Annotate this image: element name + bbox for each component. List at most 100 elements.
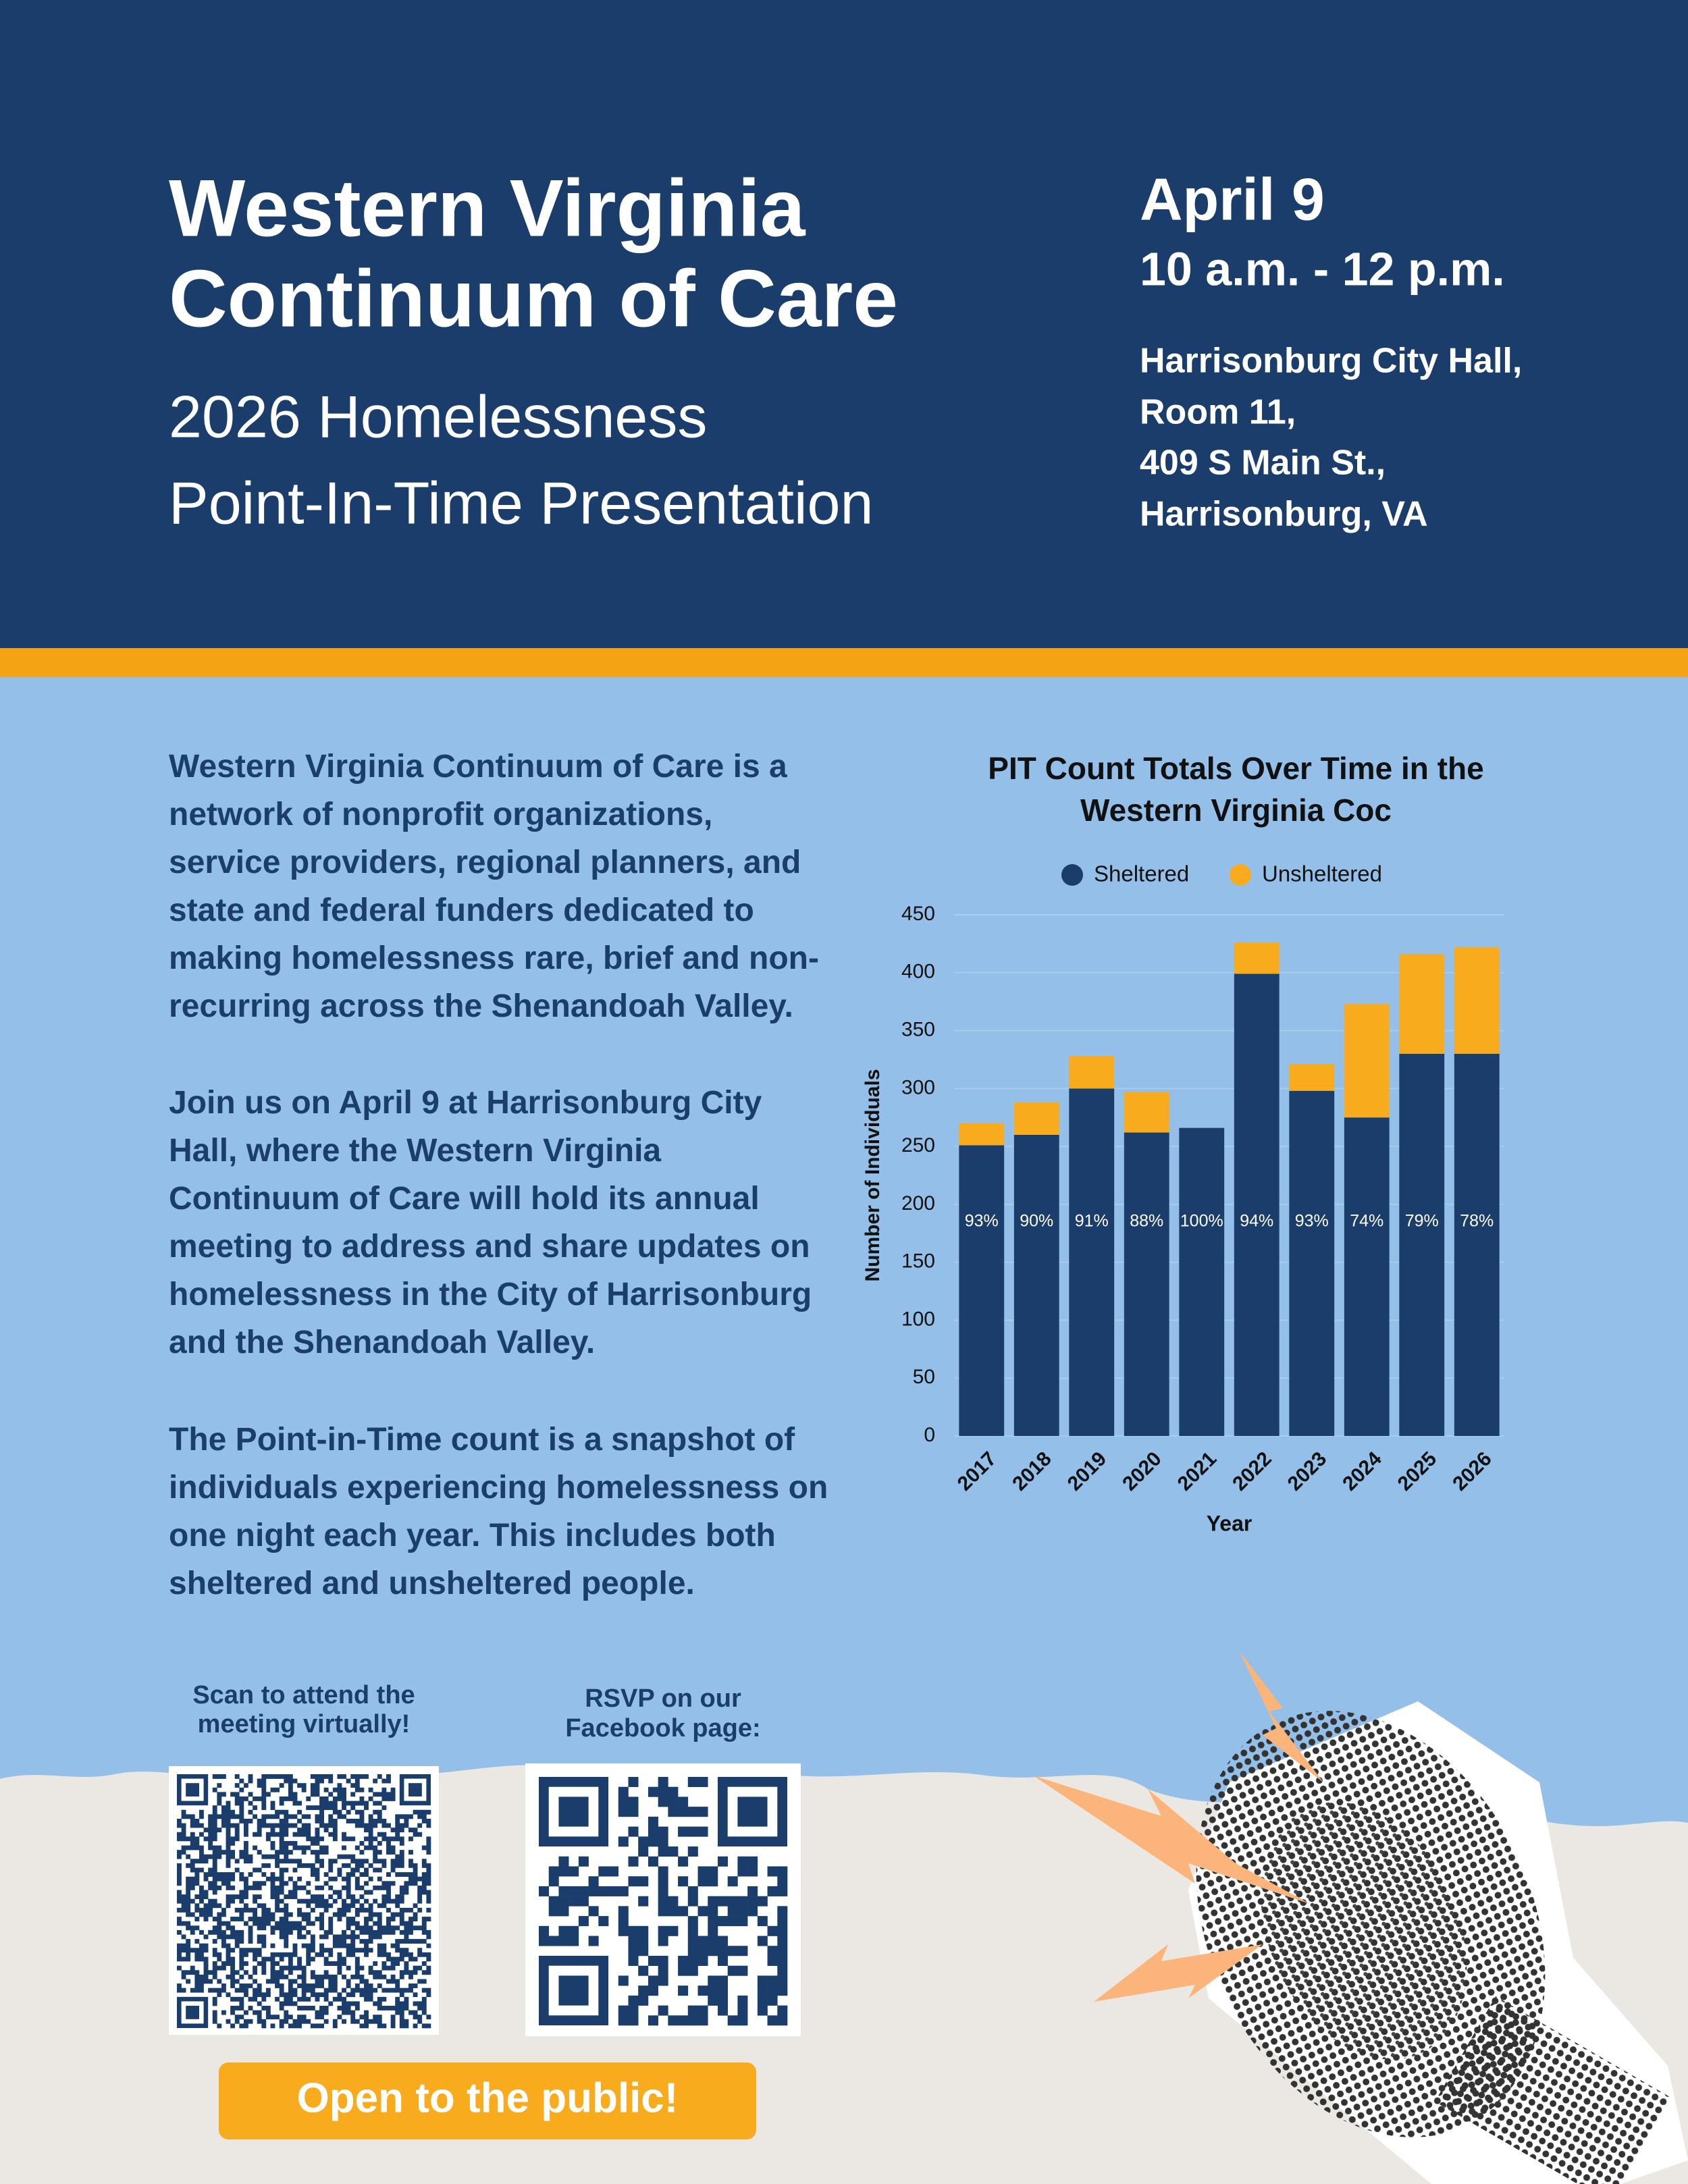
qr-module xyxy=(319,1912,324,1917)
qr-module xyxy=(177,1952,182,1957)
qr-module xyxy=(186,1890,191,1895)
qr-module xyxy=(306,1996,311,2002)
qr-module xyxy=(395,1979,400,1984)
qr-module xyxy=(381,1894,387,1900)
qr-module xyxy=(186,1836,191,1842)
qr-module xyxy=(253,1796,258,1801)
y-tick-label: 250 xyxy=(901,1134,935,1156)
qr-module xyxy=(239,1787,244,1792)
qr-module xyxy=(203,1917,209,1921)
qr-module xyxy=(261,1778,267,1784)
qr-module xyxy=(194,1859,200,1864)
qr-module xyxy=(243,1894,248,1900)
bar-segment xyxy=(1234,974,1280,1436)
qr-module xyxy=(301,1934,307,1940)
qr-module xyxy=(239,1917,244,1921)
qr-module xyxy=(377,1809,382,1815)
qr-module xyxy=(279,1828,284,1833)
qr-module xyxy=(284,2010,289,2015)
qr-module xyxy=(717,1936,728,1946)
qr-module xyxy=(261,1854,267,1859)
qr-module xyxy=(399,2023,404,2029)
qr-module xyxy=(190,1859,195,1864)
qr-module xyxy=(217,1783,222,1788)
qr-module xyxy=(373,1836,378,1842)
qr-module xyxy=(413,1992,418,1998)
bar-segment xyxy=(1124,1132,1169,1436)
qr-module xyxy=(186,1956,191,1962)
qr-module xyxy=(226,1881,231,1886)
qr-module xyxy=(386,1836,391,1842)
qr-module xyxy=(368,1983,373,1988)
qr-module xyxy=(292,1881,298,1886)
paragraph: Join us on April 9 at Harrisonburg City … xyxy=(169,1085,812,1360)
qr-module xyxy=(257,1988,262,1993)
y-tick-label: 300 xyxy=(901,1076,935,1098)
qr-module xyxy=(292,1890,298,1895)
qr-module xyxy=(323,1996,329,2002)
qr-module xyxy=(658,1786,668,1797)
qr-module xyxy=(364,1805,369,1811)
qr-module xyxy=(381,1929,387,1935)
qr-module xyxy=(208,1929,213,1935)
qr-module xyxy=(350,1783,356,1788)
qr-module xyxy=(261,1787,267,1792)
qr-module xyxy=(399,1885,404,1890)
qr-module xyxy=(408,1925,413,1931)
qr-module xyxy=(323,1970,329,1975)
qr-module xyxy=(413,1970,418,1975)
qr-module xyxy=(270,1814,275,1819)
qr-module xyxy=(687,2015,698,2026)
qr-module xyxy=(226,1840,231,1846)
qr-module xyxy=(319,1952,324,1957)
qr-module xyxy=(337,1809,342,1815)
qr-module xyxy=(270,1929,275,1935)
qr-module xyxy=(328,2001,334,2006)
qr-module xyxy=(234,1823,240,1828)
qr-module xyxy=(217,1992,222,1998)
qr-module xyxy=(323,2006,329,2010)
qr-module xyxy=(234,1943,240,1948)
qr-module xyxy=(373,1885,378,1890)
qr-module xyxy=(628,1796,639,1807)
qr-module xyxy=(194,1925,200,1931)
qr-module xyxy=(243,1828,248,1833)
qr-module xyxy=(638,1896,649,1907)
qr-module xyxy=(337,1894,342,1900)
qr-module xyxy=(377,1912,382,1917)
qr-module xyxy=(221,1983,226,1988)
qr-module xyxy=(181,1809,186,1815)
qr-module xyxy=(301,1828,307,1833)
qr-module xyxy=(243,1796,248,1801)
qr-module xyxy=(323,1872,329,1877)
qr-module xyxy=(239,1983,244,1988)
qr-module xyxy=(306,1836,311,1842)
qr-module xyxy=(323,1787,329,1792)
qr-module xyxy=(319,1921,324,1926)
qr-module xyxy=(199,1983,204,1988)
qr-module xyxy=(346,1921,351,1926)
qr-module xyxy=(301,1898,307,1904)
qr-module xyxy=(306,1961,311,1966)
qr-module xyxy=(421,1952,427,1957)
qr-module xyxy=(243,1948,248,1953)
qr-module xyxy=(248,1934,253,1940)
qr-module xyxy=(275,1890,280,1895)
qr-module xyxy=(226,1854,231,1859)
qr-module xyxy=(310,1867,315,1873)
qr-module xyxy=(306,1828,311,1833)
y-tick-label: 450 xyxy=(901,903,935,925)
qr-module xyxy=(373,1850,378,1855)
qr-module xyxy=(181,1903,186,1909)
qr-module xyxy=(257,1903,262,1909)
qr-module xyxy=(658,1846,668,1857)
qr-module xyxy=(354,1881,360,1886)
qr-module xyxy=(323,1929,329,1935)
qr-module xyxy=(359,1894,365,1900)
qr-module xyxy=(221,1818,226,1823)
qr-module xyxy=(203,1872,209,1877)
qr-module xyxy=(373,1818,378,1823)
qr-module xyxy=(342,1792,346,1797)
qr-module xyxy=(261,1939,267,1944)
qr-module xyxy=(354,1818,360,1823)
